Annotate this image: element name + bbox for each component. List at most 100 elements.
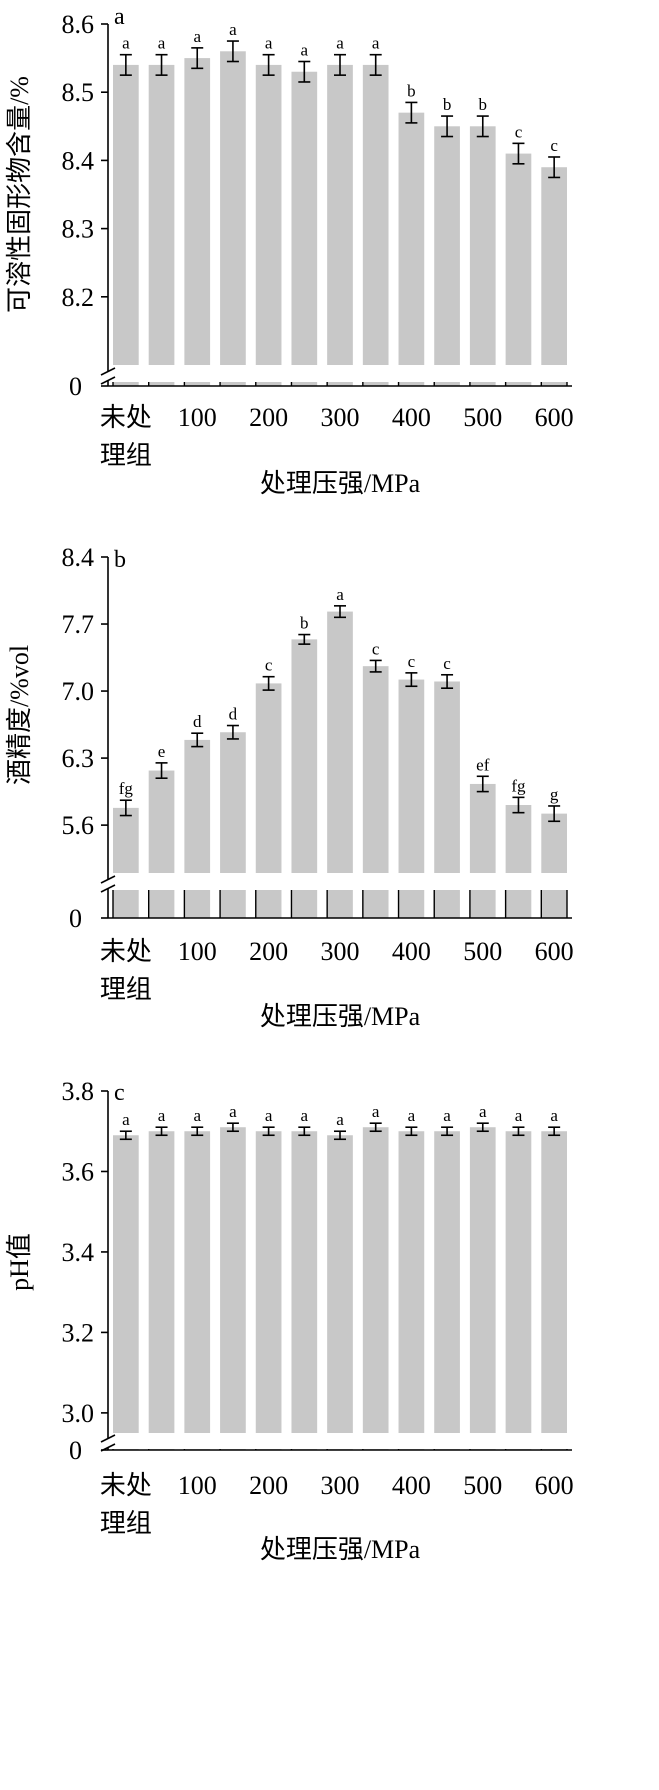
significance-label: c	[443, 654, 451, 673]
bar-lower-segment	[291, 890, 318, 918]
significance-label: a	[229, 1102, 237, 1121]
y-axis-title: 酒精度/%vol	[5, 645, 34, 785]
significance-label: a	[408, 1106, 416, 1125]
significance-label: b	[479, 95, 488, 114]
significance-label: d	[229, 705, 238, 724]
y-axis-title: 可溶性固形物含量/%	[5, 76, 34, 313]
significance-label: a	[158, 34, 166, 53]
significance-label: b	[407, 81, 416, 100]
bar	[469, 1127, 496, 1433]
bar	[541, 167, 568, 365]
x-tick-label: 500	[463, 1471, 502, 1500]
bar	[434, 1131, 460, 1433]
bar-lower-segment	[541, 382, 568, 386]
x-axis-title: 处理压强/MPa	[260, 469, 421, 498]
significance-label: a	[550, 1106, 558, 1125]
significance-label: a	[122, 34, 130, 53]
bar	[434, 681, 460, 873]
y-tick-label: 8.4	[62, 543, 95, 572]
bar	[255, 64, 282, 366]
x-tick-label: 200	[249, 1471, 288, 1500]
bar	[255, 683, 282, 873]
bar-lower-segment	[469, 382, 496, 386]
bar	[505, 153, 532, 365]
bar	[184, 1131, 211, 1433]
y-tick-label: 3.2	[62, 1318, 95, 1347]
x-tick-label: 理组	[100, 441, 152, 470]
bar	[362, 64, 389, 366]
panel-letter: b	[114, 547, 126, 573]
bar	[291, 71, 318, 366]
significance-label: a	[193, 1106, 201, 1125]
significance-label: a	[443, 1106, 451, 1125]
significance-label: g	[550, 785, 559, 804]
significance-label: c	[515, 122, 523, 141]
bar	[220, 51, 246, 365]
significance-label: a	[372, 1102, 380, 1121]
significance-label: a	[372, 34, 380, 53]
y-tick-label: 7.0	[62, 677, 95, 706]
y-tick-label: 6.3	[62, 744, 95, 773]
bar	[184, 739, 211, 873]
x-tick-label: 600	[535, 403, 574, 432]
significance-label: a	[265, 34, 273, 53]
x-tick-label: 未处	[100, 403, 152, 432]
bar	[112, 1135, 139, 1433]
bar	[398, 1131, 425, 1433]
bar	[184, 58, 211, 365]
y-tick-label: 8.5	[62, 78, 95, 107]
significance-label: a	[301, 41, 309, 60]
y-tick-label: 5.6	[62, 811, 95, 840]
bar-lower-segment	[255, 382, 282, 386]
bar-lower-segment	[220, 382, 246, 386]
x-tick-label: 100	[178, 937, 217, 966]
significance-label: c	[550, 136, 558, 155]
axis-break-mark	[100, 367, 116, 376]
y-tick-label-zero: 0	[69, 904, 82, 933]
bar	[469, 783, 496, 873]
bar	[291, 639, 318, 873]
x-axis-title: 处理压强/MPa	[260, 1535, 421, 1564]
bar	[541, 1131, 568, 1433]
significance-label: ef	[476, 755, 490, 774]
bar-lower-segment	[362, 382, 389, 386]
bar-lower-segment	[148, 382, 175, 386]
y-tick-label-zero: 0	[69, 1436, 82, 1465]
bar-lower-segment	[505, 890, 532, 918]
bar	[434, 126, 460, 365]
significance-label: fg	[119, 779, 134, 798]
bar-lower-segment	[255, 890, 282, 918]
x-tick-label: 600	[535, 1471, 574, 1500]
significance-label: a	[158, 1106, 166, 1125]
bar-lower-segment	[184, 382, 211, 386]
axis-break-mark	[100, 376, 116, 385]
axis-break-mark	[100, 875, 116, 884]
significance-label: c	[408, 652, 416, 671]
bar-lower-segment	[398, 382, 425, 386]
bar-lower-segment	[184, 890, 211, 918]
significance-label: a	[336, 585, 344, 604]
bar	[398, 112, 425, 365]
bar	[327, 1135, 353, 1433]
bar	[112, 64, 139, 366]
bar	[469, 126, 496, 365]
significance-label: d	[193, 712, 202, 731]
bar-lower-segment	[434, 382, 460, 386]
bar-lower-segment	[469, 890, 496, 918]
y-tick-label-zero: 0	[69, 372, 82, 401]
bar-lower-segment	[220, 890, 246, 918]
x-tick-label: 100	[178, 1471, 217, 1500]
bar-lower-segment	[148, 890, 175, 918]
x-tick-label: 理组	[100, 1509, 152, 1538]
bar-lower-segment	[434, 890, 460, 918]
bar-lower-segment	[291, 382, 318, 386]
significance-label: a	[229, 20, 237, 39]
bar	[505, 805, 532, 873]
bar-lower-segment	[112, 382, 139, 386]
significance-label: a	[193, 27, 201, 46]
bar	[291, 1131, 318, 1433]
bar	[362, 666, 389, 873]
